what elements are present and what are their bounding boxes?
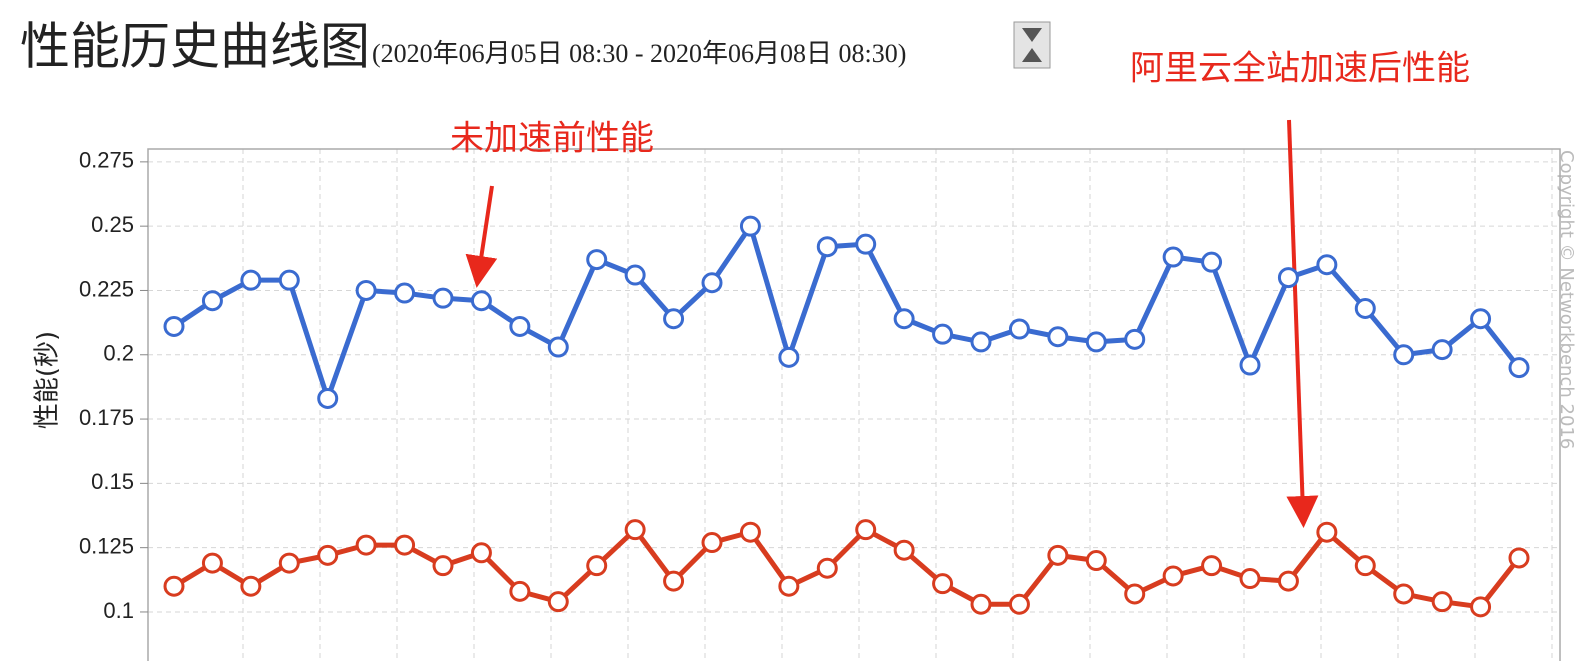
point (816, 557, 838, 579)
plot-border (147, 148, 1561, 661)
point (432, 555, 454, 577)
point (663, 570, 685, 592)
point (278, 552, 300, 574)
point (701, 532, 723, 554)
point (470, 290, 492, 312)
point (1508, 357, 1530, 379)
point (1239, 354, 1261, 376)
y-tick-label: 0.125 (79, 533, 134, 558)
point (1201, 251, 1223, 273)
point (778, 346, 800, 368)
point (317, 544, 339, 566)
point (509, 580, 531, 602)
point (1162, 246, 1184, 268)
chart-subtitle: (2020年06月05日 08:30 - 2020年06月08日 08:30) (372, 39, 906, 68)
annotation: 阿里云全站加速后性能 (1130, 49, 1470, 89)
toggle-icon[interactable] (1013, 21, 1051, 69)
point (470, 542, 492, 564)
point (1008, 593, 1030, 615)
point (778, 575, 800, 597)
annotation-arrow (1286, 119, 1319, 528)
y-axis-label: 性能(秒) (33, 331, 63, 429)
chart-title: 性能历史曲线图 (20, 18, 370, 76)
point (970, 331, 992, 353)
point (1316, 254, 1338, 276)
point (932, 573, 954, 595)
point (624, 519, 646, 541)
point (739, 521, 761, 543)
point (317, 387, 339, 409)
point (586, 555, 608, 577)
point (163, 575, 185, 597)
point (1124, 583, 1146, 605)
point (432, 287, 454, 309)
point (1008, 318, 1030, 340)
point (663, 308, 685, 330)
point (1354, 555, 1376, 577)
point (970, 593, 992, 615)
point (1047, 326, 1069, 348)
annotation-arrow (465, 185, 498, 288)
point (1277, 267, 1299, 289)
point (278, 269, 300, 291)
y-tick-label: 0.175 (79, 405, 134, 430)
point (893, 308, 915, 330)
series-line (172, 223, 1521, 401)
point (1431, 339, 1453, 361)
point (201, 290, 223, 312)
copyright: Copyright © Networkbench 2016 (1556, 150, 1577, 449)
point (547, 591, 569, 613)
y-tick-label: 0.15 (91, 469, 134, 494)
annotation: 未加速前性能 (450, 119, 654, 159)
point (1085, 331, 1107, 353)
point (1085, 550, 1107, 572)
point (1047, 544, 1069, 566)
point (240, 575, 262, 597)
point (355, 279, 377, 301)
point (855, 233, 877, 255)
point (1470, 596, 1492, 618)
point (1393, 583, 1415, 605)
point (1277, 570, 1299, 592)
point (240, 269, 262, 291)
point (163, 315, 185, 337)
point (1470, 308, 1492, 330)
point (855, 519, 877, 541)
point (394, 534, 416, 556)
point (201, 552, 223, 574)
point (547, 336, 569, 358)
point (1354, 297, 1376, 319)
y-tick-label: 0.225 (79, 276, 134, 301)
point (1393, 344, 1415, 366)
point (739, 215, 761, 237)
point (624, 264, 646, 286)
y-tick-label: 0.25 (91, 212, 134, 237)
point (355, 534, 377, 556)
point (1201, 555, 1223, 577)
point (586, 249, 608, 271)
point (1124, 328, 1146, 350)
point (1316, 521, 1338, 543)
point (893, 539, 915, 561)
y-tick-label: 0.2 (103, 341, 134, 366)
point (1431, 591, 1453, 613)
y-tick-label: 0.275 (79, 148, 134, 173)
y-tick-label: 0.1 (103, 598, 134, 623)
point (816, 236, 838, 258)
point (932, 323, 954, 345)
point (1508, 547, 1530, 569)
point (394, 282, 416, 304)
point (1162, 565, 1184, 587)
point (1239, 568, 1261, 590)
point (701, 272, 723, 294)
point (509, 315, 531, 337)
